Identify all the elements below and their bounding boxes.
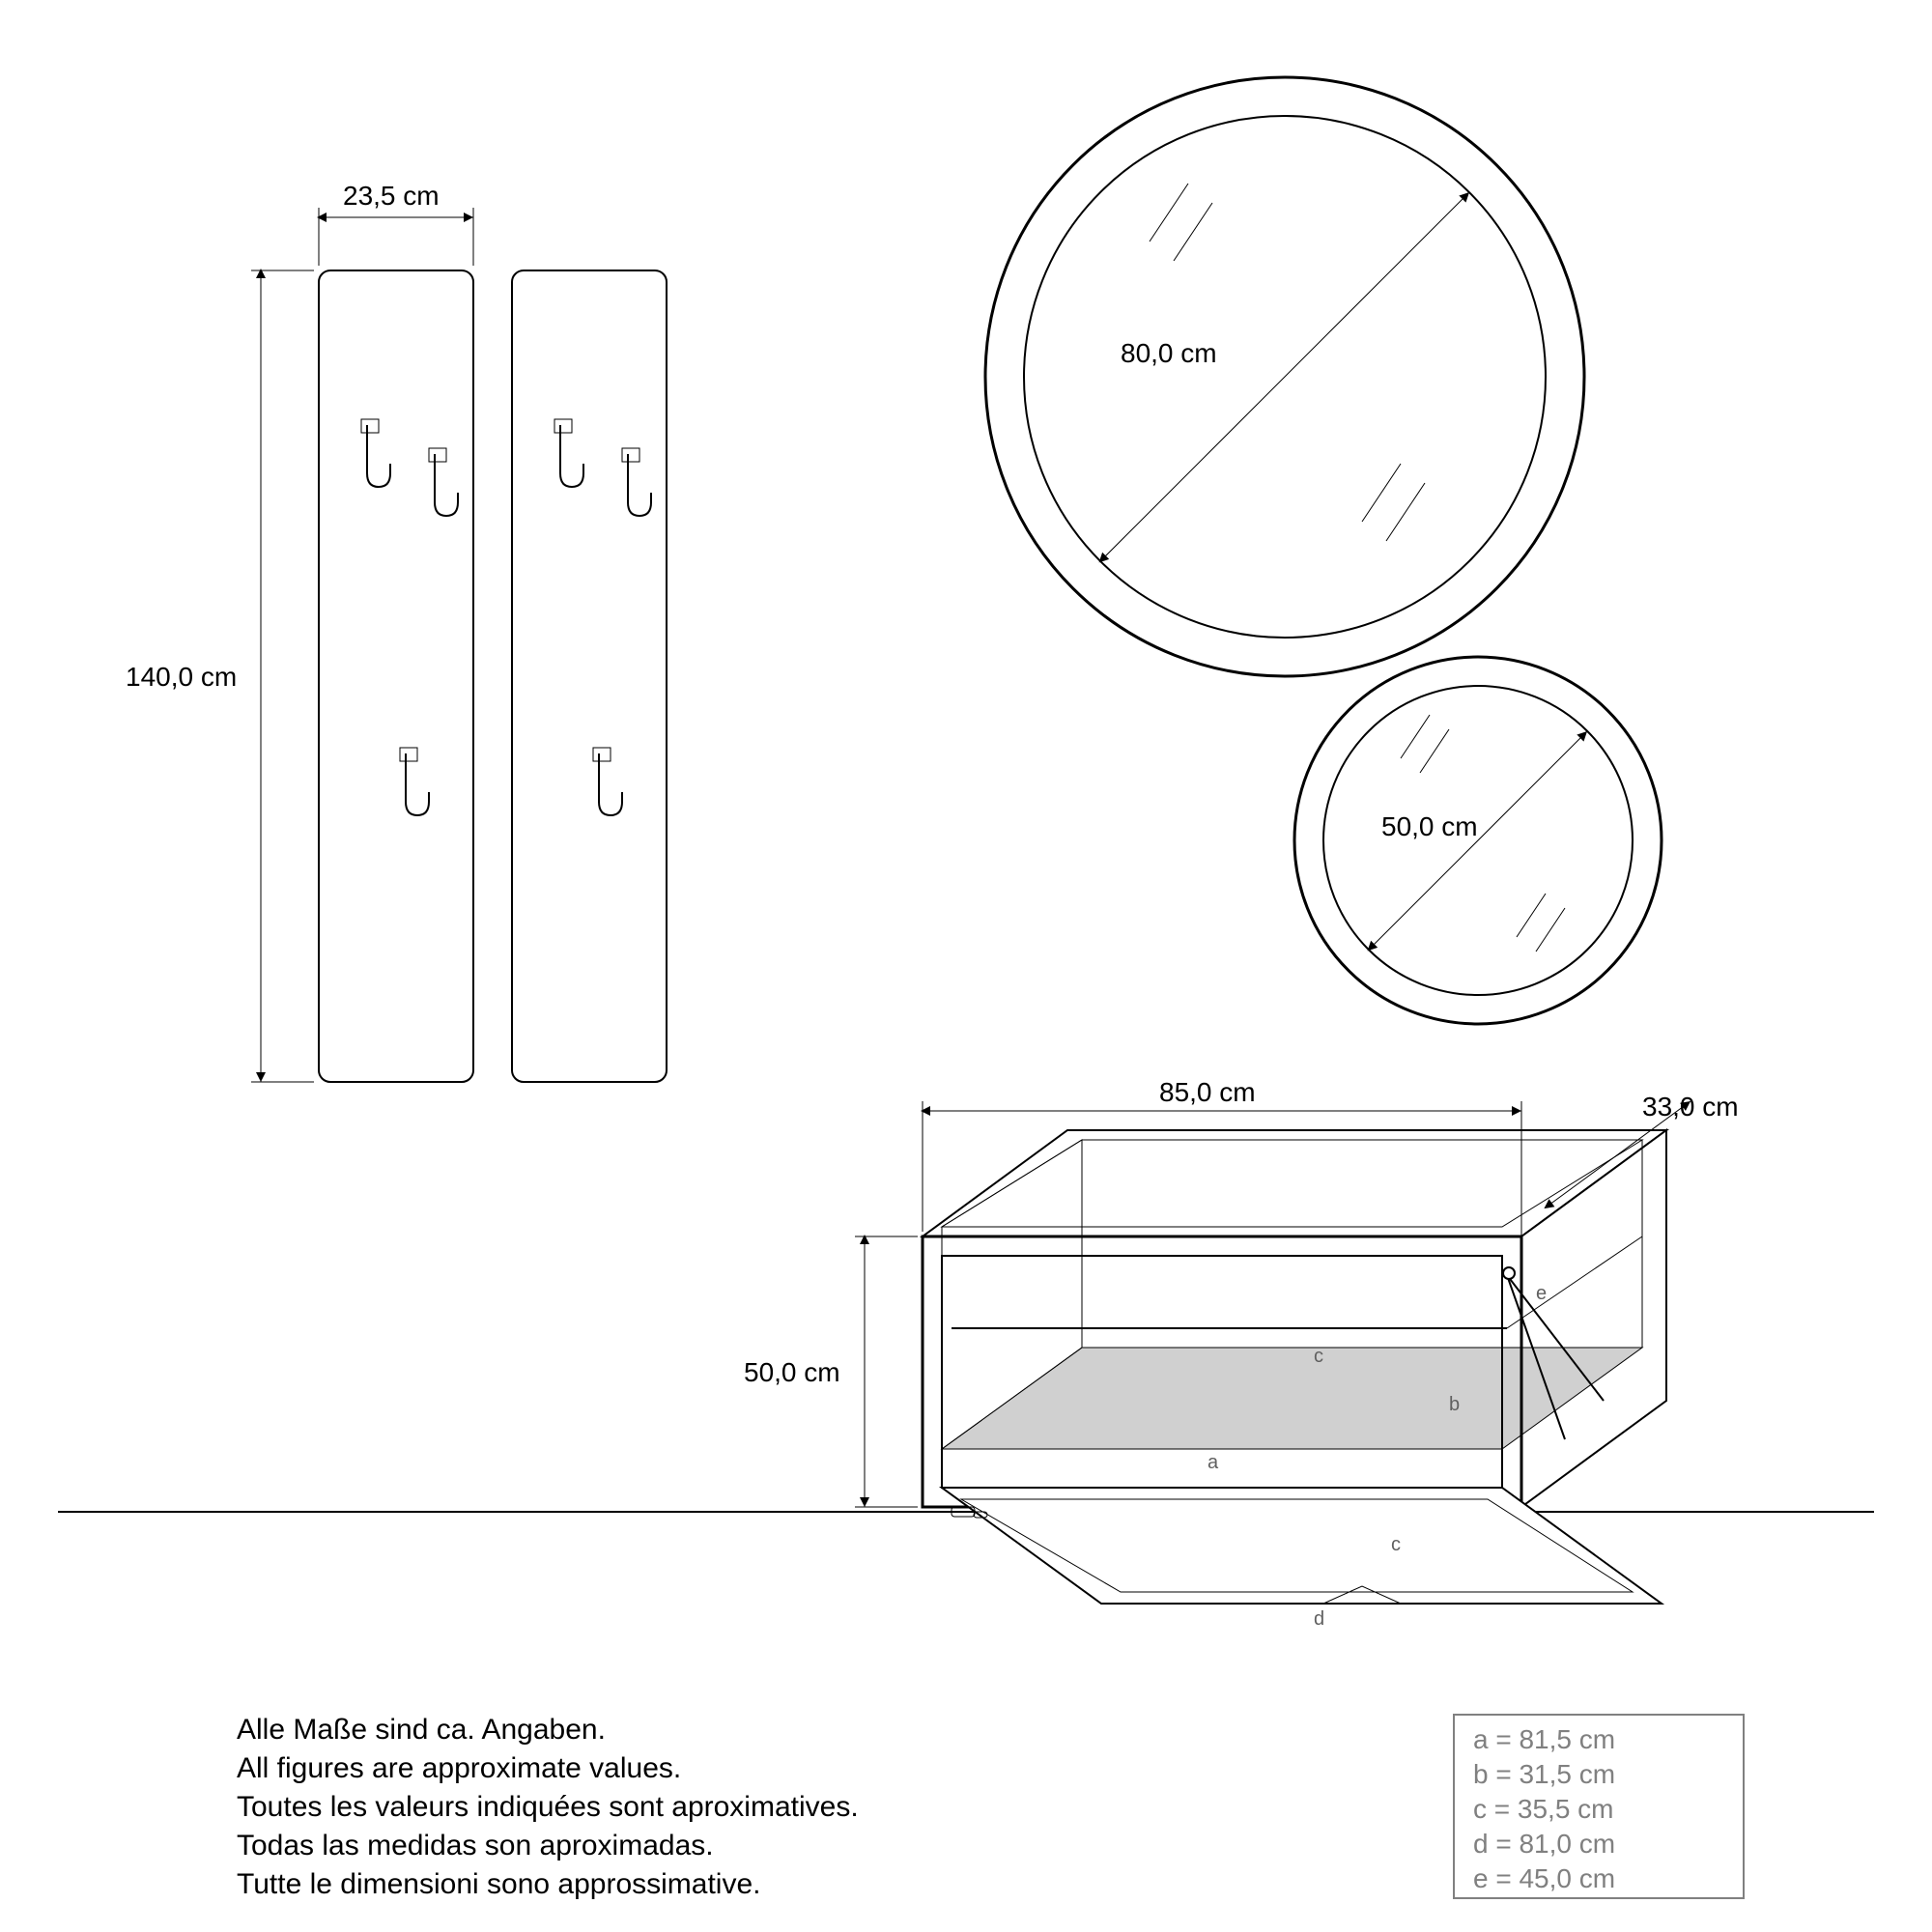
- legend-row: a = 81,5 cm: [1473, 1724, 1615, 1754]
- inner-label-c-top: c: [1314, 1346, 1323, 1367]
- disclaimers: Alle Maße sind ca. Angaben. All figures a…: [237, 1714, 859, 1900]
- legend: a = 81,5 cm b = 31,5 cm c = 35,5 cm d = 81,…: [1454, 1715, 1744, 1898]
- technical-drawing: 23,5 cm 140,0 cm 80,0 cm 50,0 cm: [0, 0, 1932, 1932]
- panel-1: [319, 270, 473, 1082]
- inner-label-d: d: [1314, 1608, 1324, 1630]
- mirror-small-label: 50,0 cm: [1381, 811, 1478, 841]
- dim-panel-width-label: 23,5 cm: [343, 181, 440, 211]
- inner-label-b: b: [1449, 1394, 1460, 1415]
- wall-panels: 23,5 cm 140,0 cm: [126, 181, 667, 1082]
- inner-label-e: e: [1536, 1283, 1547, 1304]
- disclaimer-line: Todas las medidas son aproximadas.: [237, 1830, 714, 1861]
- mirror-large-label: 80,0 cm: [1121, 338, 1217, 368]
- disclaimer-line: All figures are approximate values.: [237, 1752, 681, 1784]
- cabinet-flap: [942, 1488, 1662, 1604]
- dim-cabinet-height: 50,0 cm: [744, 1357, 840, 1387]
- mirror-small: 50,0 cm: [1294, 657, 1662, 1024]
- dim-panel-height-label: 140,0 cm: [126, 662, 237, 692]
- mirror-large: 80,0 cm: [985, 77, 1584, 676]
- disclaimer-line: Tutte le dimensioni sono approssimative.: [237, 1868, 761, 1900]
- dim-cabinet-width: 85,0 cm: [1159, 1077, 1256, 1107]
- legend-row: d = 81,0 cm: [1473, 1829, 1615, 1859]
- disclaimer-line: Toutes les valeurs indiquées sont aproxi…: [237, 1791, 859, 1823]
- cabinet-front-frame: [923, 1236, 1521, 1507]
- dim-cabinet-depth: 33,0 cm: [1642, 1092, 1739, 1122]
- inner-label-a: a: [1208, 1452, 1219, 1473]
- legend-row: e = 45,0 cm: [1473, 1863, 1615, 1893]
- panel-2: [512, 270, 667, 1082]
- disclaimer-line: Alle Maße sind ca. Angaben.: [237, 1714, 606, 1746]
- legend-row: c = 35,5 cm: [1473, 1794, 1614, 1824]
- legend-row: b = 31,5 cm: [1473, 1759, 1615, 1789]
- cabinet: 85,0 cm 33,0 cm 50,0 cm a b c c d e: [744, 1077, 1739, 1630]
- inner-label-c-bottom: c: [1391, 1534, 1401, 1555]
